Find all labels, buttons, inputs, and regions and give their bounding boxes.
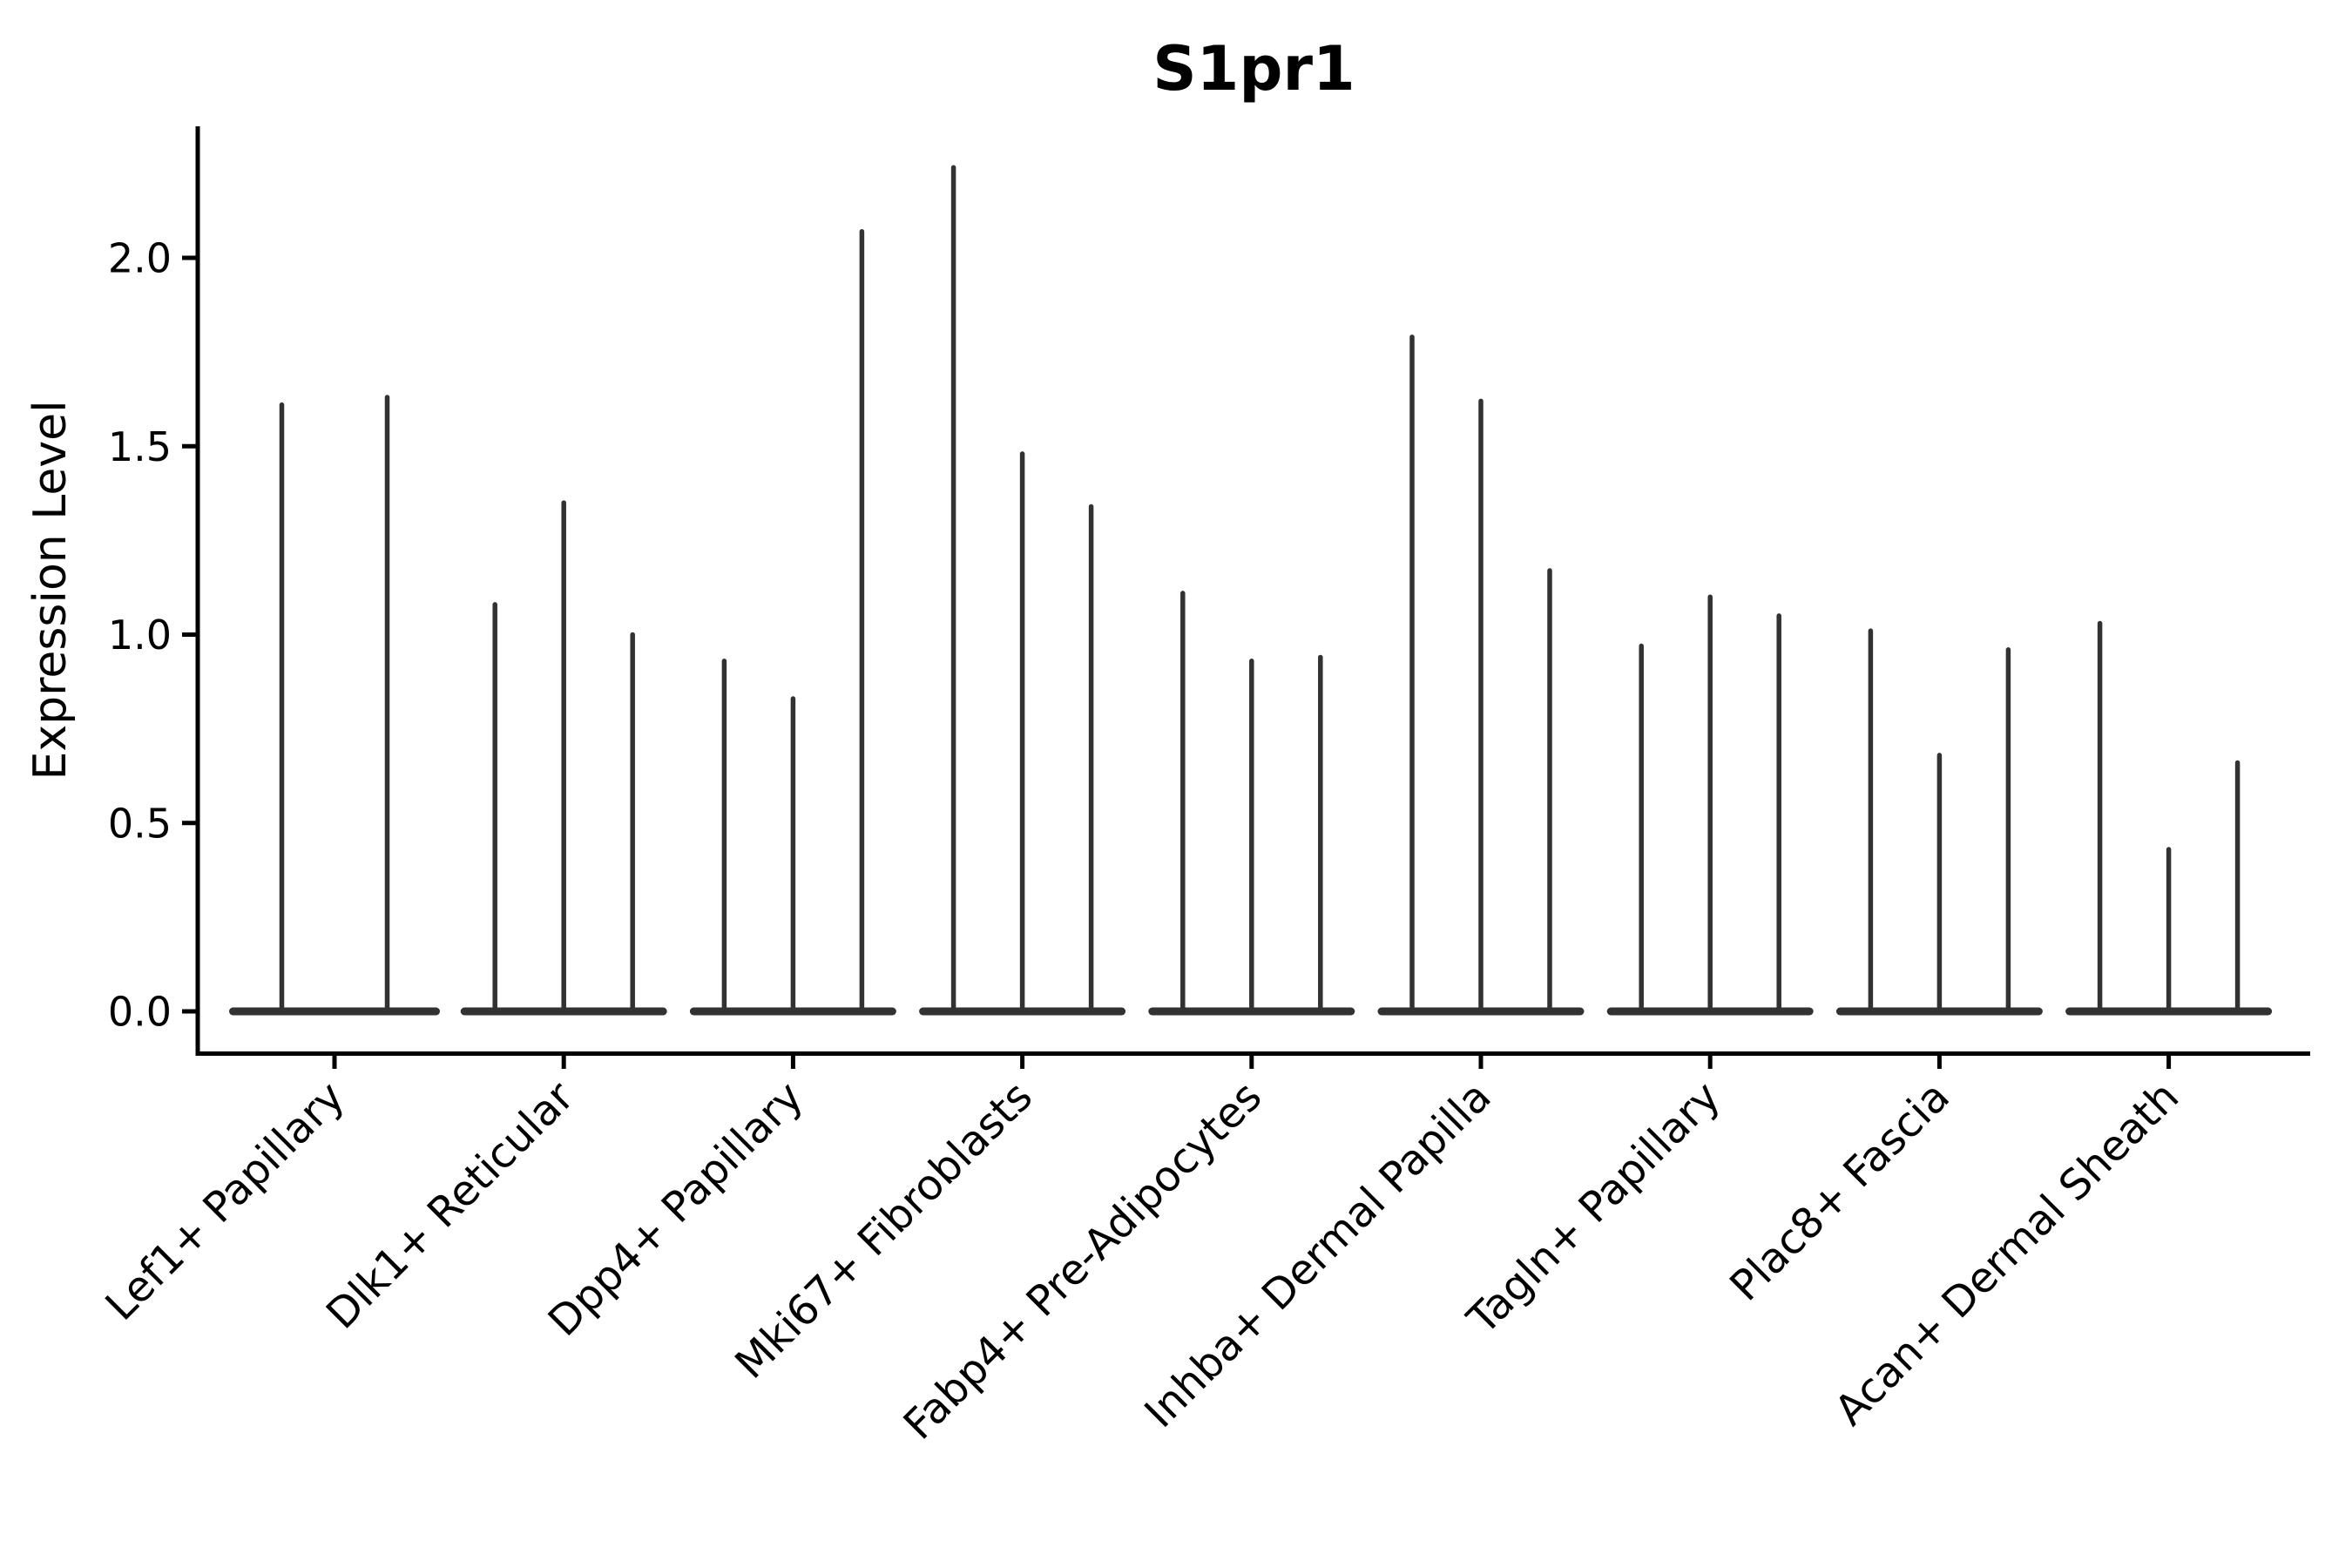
violin-layer — [229, 165, 2273, 1016]
y-tick-label: 2.0 — [108, 235, 172, 282]
axes-layer — [182, 126, 2310, 1069]
x-category-label: Tagln+ Papillary — [1457, 1072, 1729, 1344]
x-category-label: Dpp4+ Papillary — [539, 1072, 813, 1346]
y-tick-label: 1.0 — [108, 612, 172, 659]
y-axis-label: Expression Level — [24, 400, 77, 780]
y-tick-label: 1.5 — [108, 423, 172, 470]
y-tick-label: 0.0 — [108, 989, 172, 1036]
x-category-label: Plac8+ Fascia — [1720, 1072, 1959, 1311]
y-tick-label: 0.5 — [108, 800, 172, 847]
chart-title: S1pr1 — [1152, 33, 1355, 105]
x-category-label: Dlk1+ Reticular — [317, 1072, 584, 1339]
x-category-label: Lef1+ Papillary — [97, 1072, 355, 1330]
